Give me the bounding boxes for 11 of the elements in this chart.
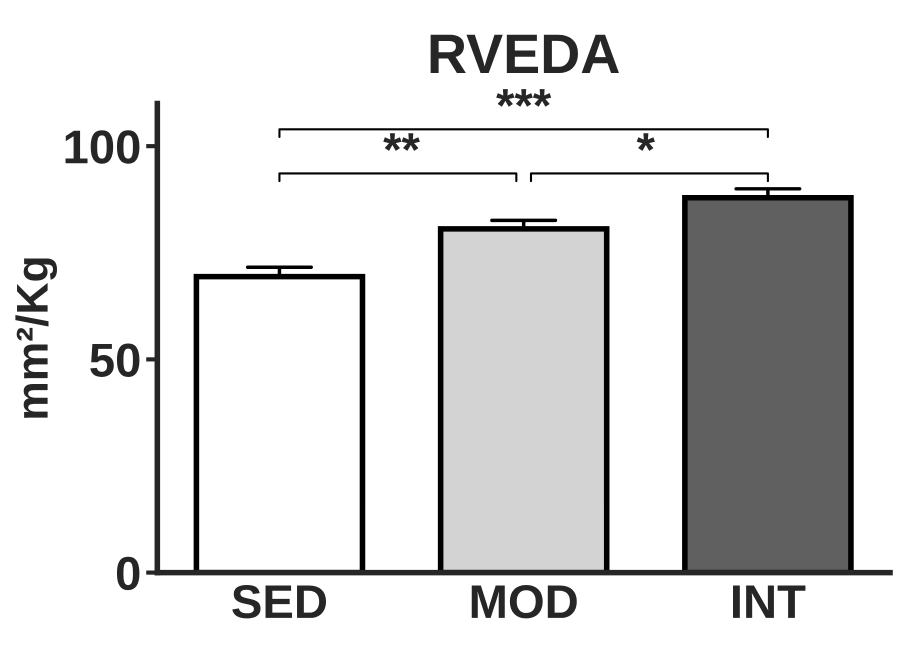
annotation: *** <box>496 89 552 107</box>
y-tick-label: 100 <box>66 130 140 164</box>
annotation: ** <box>383 133 420 151</box>
x-tick-label: SED <box>232 584 326 618</box>
y-axis-title: mm²/Kg <box>15 258 58 418</box>
annotation: * <box>636 133 655 151</box>
x-tick-label: MOD <box>472 584 577 618</box>
chart-title: RVEDA <box>430 34 619 73</box>
y-tick-label: 0 <box>116 556 140 590</box>
x-tick-label: INT <box>733 585 806 618</box>
y-tick-label: 50 <box>90 344 140 377</box>
